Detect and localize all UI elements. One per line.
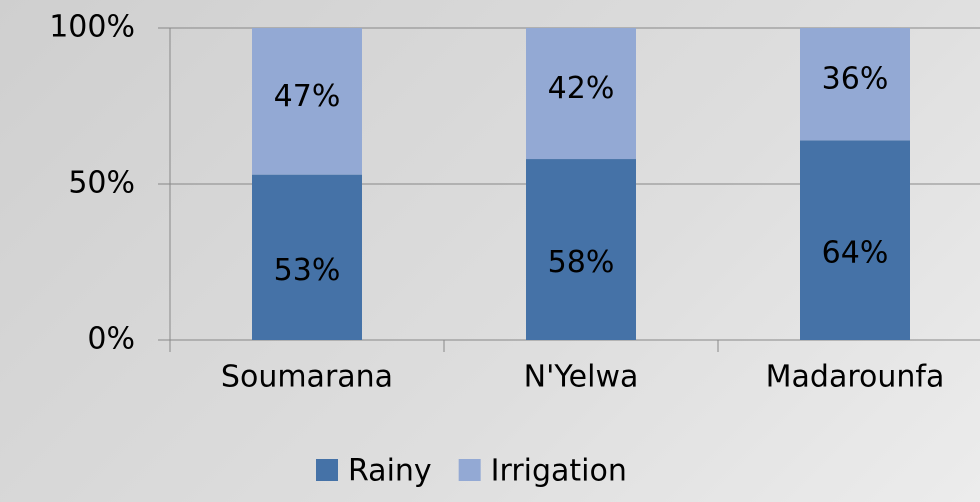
legend-swatch [458, 459, 481, 481]
bar-segment [800, 140, 910, 340]
x-tick-label: N'Yelwa [524, 360, 639, 395]
legend-swatch [316, 459, 338, 481]
bar-segment [252, 28, 362, 175]
y-tick-label: 0% [87, 322, 135, 357]
data-label: 53% [274, 253, 341, 288]
data-label: 58% [548, 245, 615, 280]
data-label: 64% [822, 236, 889, 271]
legend-label: Irrigation [491, 454, 627, 489]
y-tick-label: 100% [49, 10, 135, 45]
bar-segment [800, 28, 910, 141]
x-tick-label: Soumarana [221, 360, 393, 395]
x-tick-label: Madarounfa [766, 360, 945, 395]
data-label: 42% [548, 71, 615, 106]
data-label: 47% [274, 79, 341, 114]
bar-segment [252, 174, 362, 340]
bar-segment [526, 28, 636, 160]
bar-segment [526, 159, 636, 340]
legend-label: Rainy [348, 454, 432, 489]
data-label: 36% [822, 62, 889, 97]
y-tick-label: 50% [68, 166, 135, 201]
